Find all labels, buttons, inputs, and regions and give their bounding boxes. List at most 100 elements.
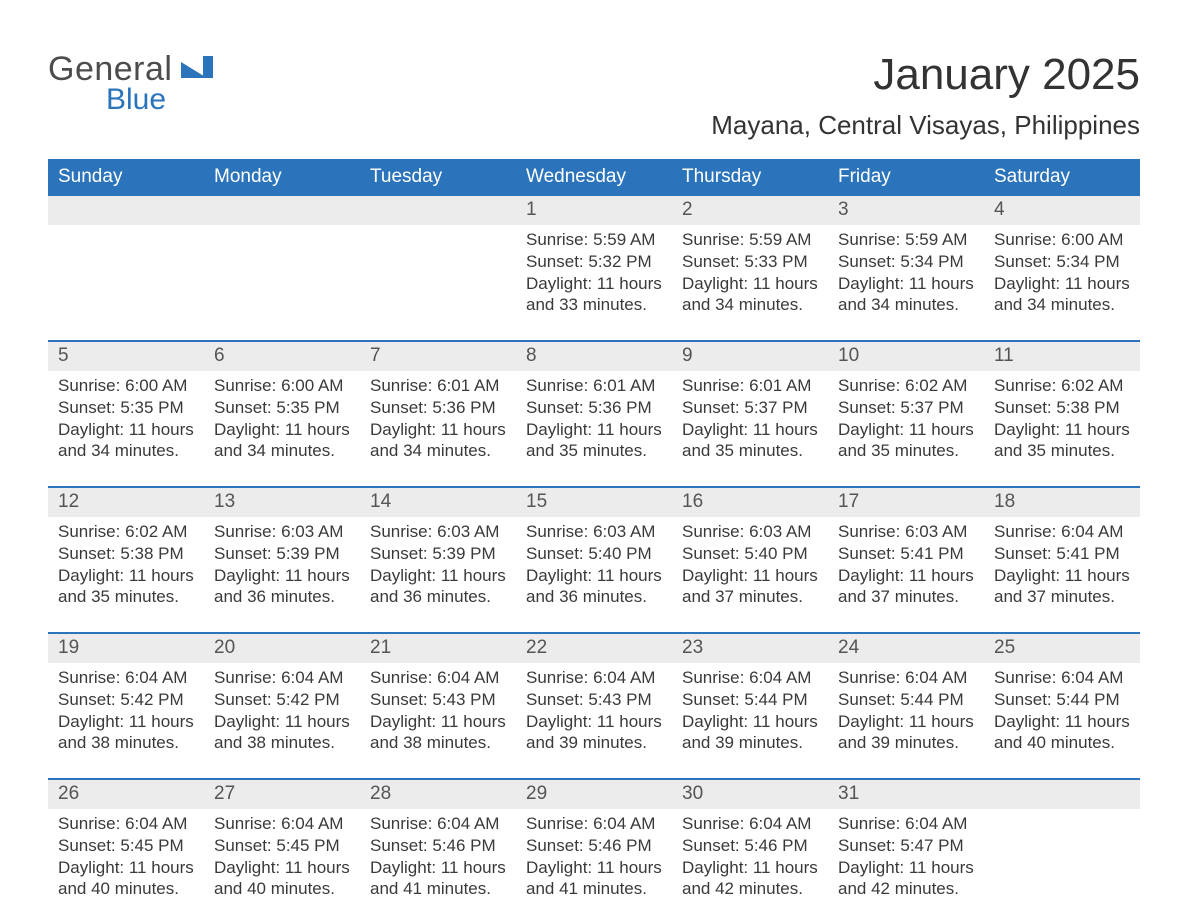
calendar-day-cell: Sunrise: 6:00 AMSunset: 5:34 PMDaylight:… bbox=[984, 225, 1140, 340]
sunrise-line: Sunrise: 6:03 AM bbox=[214, 521, 350, 543]
daylight-line-2: and 40 minutes. bbox=[994, 732, 1130, 754]
daylight-line-1: Daylight: 11 hours bbox=[994, 273, 1130, 295]
daylight-line-1: Daylight: 11 hours bbox=[682, 273, 818, 295]
calendar-table: Sunday Monday Tuesday Wednesday Thursday… bbox=[48, 159, 1140, 924]
sunrise-line: Sunrise: 5:59 AM bbox=[682, 229, 818, 251]
daylight-line-1: Daylight: 11 hours bbox=[370, 857, 506, 879]
daylight-line-2: and 34 minutes. bbox=[370, 440, 506, 462]
sunrise-line: Sunrise: 6:02 AM bbox=[838, 375, 974, 397]
logo-mark-icon bbox=[181, 56, 215, 83]
daylight-line-2: and 37 minutes. bbox=[682, 586, 818, 608]
calendar-day-cell: Sunrise: 6:03 AMSunset: 5:39 PMDaylight:… bbox=[204, 517, 360, 632]
sunset-line: Sunset: 5:37 PM bbox=[682, 397, 818, 419]
daylight-line-1: Daylight: 11 hours bbox=[526, 273, 662, 295]
calendar-day-number: 18 bbox=[984, 488, 1140, 517]
calendar-day-number: 14 bbox=[360, 488, 516, 517]
sunset-line: Sunset: 5:44 PM bbox=[838, 689, 974, 711]
day-header-tuesday: Tuesday bbox=[360, 159, 516, 196]
calendar-day-cell bbox=[204, 225, 360, 340]
calendar-day-cell bbox=[48, 225, 204, 340]
calendar-day-cell: Sunrise: 6:00 AMSunset: 5:35 PMDaylight:… bbox=[204, 371, 360, 486]
daylight-line-2: and 42 minutes. bbox=[838, 878, 974, 900]
calendar-body-row: Sunrise: 6:04 AMSunset: 5:45 PMDaylight:… bbox=[48, 809, 1140, 924]
sunrise-line: Sunrise: 6:03 AM bbox=[526, 521, 662, 543]
daylight-line-1: Daylight: 11 hours bbox=[526, 419, 662, 441]
sunset-line: Sunset: 5:47 PM bbox=[838, 835, 974, 857]
calendar-day-cell: Sunrise: 6:02 AMSunset: 5:38 PMDaylight:… bbox=[984, 371, 1140, 486]
sunset-line: Sunset: 5:38 PM bbox=[58, 543, 194, 565]
daylight-line-2: and 34 minutes. bbox=[682, 294, 818, 316]
sunrise-line: Sunrise: 6:03 AM bbox=[370, 521, 506, 543]
daylight-line-2: and 37 minutes. bbox=[994, 586, 1130, 608]
calendar-week-row: 19202122232425Sunrise: 6:04 AMSunset: 5:… bbox=[48, 632, 1140, 778]
sunrise-line: Sunrise: 6:04 AM bbox=[58, 667, 194, 689]
sunset-line: Sunset: 5:42 PM bbox=[214, 689, 350, 711]
daylight-line-2: and 35 minutes. bbox=[526, 440, 662, 462]
calendar-daynum-row: 19202122232425 bbox=[48, 634, 1140, 663]
calendar-body-row: Sunrise: 6:00 AMSunset: 5:35 PM Daylight:… bbox=[48, 371, 1140, 486]
calendar-day-cell: Sunrise: 6:04 AMSunset: 5:46 PMDaylight:… bbox=[360, 809, 516, 924]
daylight-line-2: and 34 minutes. bbox=[58, 440, 194, 462]
calendar-day-header-row: Sunday Monday Tuesday Wednesday Thursday… bbox=[48, 159, 1140, 196]
daylight-line-1: Daylight: 11 hours bbox=[526, 711, 662, 733]
calendar-day-cell: Sunrise: 6:02 AMSunset: 5:38 PMDaylight:… bbox=[48, 517, 204, 632]
day-header-friday: Friday bbox=[828, 159, 984, 196]
calendar-day-cell: Sunrise: 6:02 AMSunset: 5:37 PMDaylight:… bbox=[828, 371, 984, 486]
calendar-day-cell: Sunrise: 6:04 AMSunset: 5:43 PMDaylight:… bbox=[516, 663, 672, 778]
calendar-day-cell: Sunrise: 6:04 AMSunset: 5:45 PMDaylight:… bbox=[48, 809, 204, 924]
daylight-line-1: Daylight: 11 hours bbox=[838, 565, 974, 587]
daylight-line-1: Daylight: 11 hours bbox=[214, 419, 350, 441]
sunrise-line: Sunrise: 6:04 AM bbox=[58, 813, 194, 835]
day-header-saturday: Saturday bbox=[984, 159, 1140, 196]
sunset-line: Sunset: 5:35 PM bbox=[58, 397, 194, 419]
calendar-day-number: 25 bbox=[984, 634, 1140, 663]
daylight-line-1: Daylight: 11 hours bbox=[838, 419, 974, 441]
daylight-line-1: Daylight: 11 hours bbox=[682, 857, 818, 879]
brand-logo: General Blue bbox=[48, 50, 215, 117]
month-title: January 2025 bbox=[711, 50, 1140, 100]
calendar-day-number: 3 bbox=[828, 196, 984, 225]
daylight-line-1: Daylight: 11 hours bbox=[214, 565, 350, 587]
calendar-day-number: 21 bbox=[360, 634, 516, 663]
calendar-day-cell: Sunrise: 6:01 AMSunset: 5:36 PMDaylight:… bbox=[516, 371, 672, 486]
sunset-line: Sunset: 5:34 PM bbox=[994, 251, 1130, 273]
calendar-day-number: 20 bbox=[204, 634, 360, 663]
sunrise-line: Sunrise: 6:04 AM bbox=[682, 667, 818, 689]
calendar-day-cell: Sunrise: 5:59 AMSunset: 5:33 PMDaylight:… bbox=[672, 225, 828, 340]
calendar-day-number: 24 bbox=[828, 634, 984, 663]
calendar-day-number: 22 bbox=[516, 634, 672, 663]
daylight-line-2: and 34 minutes. bbox=[214, 440, 350, 462]
sunset-line: Sunset: 5:41 PM bbox=[994, 543, 1130, 565]
calendar-day-number: 31 bbox=[828, 780, 984, 809]
daylight-line-2: and 36 minutes. bbox=[214, 586, 350, 608]
daylight-line-1: Daylight: 11 hours bbox=[214, 711, 350, 733]
calendar-day-number: 13 bbox=[204, 488, 360, 517]
calendar-day-number: 28 bbox=[360, 780, 516, 809]
sunset-line: Sunset: 5:46 PM bbox=[526, 835, 662, 857]
daylight-line-2: and 35 minutes. bbox=[994, 440, 1130, 462]
calendar-day-cell: Sunrise: 6:04 AMSunset: 5:44 PMDaylight:… bbox=[672, 663, 828, 778]
sunrise-line: Sunrise: 6:00 AM bbox=[58, 375, 194, 397]
calendar-day-cell: Sunrise: 6:04 AMSunset: 5:46 PMDaylight:… bbox=[516, 809, 672, 924]
sunset-line: Sunset: 5:37 PM bbox=[838, 397, 974, 419]
sunset-line: Sunset: 5:44 PM bbox=[682, 689, 818, 711]
calendar-day-cell: Sunrise: 6:04 AMSunset: 5:42 PMDaylight:… bbox=[48, 663, 204, 778]
calendar-day-number: 26 bbox=[48, 780, 204, 809]
daylight-line-1: Daylight: 11 hours bbox=[994, 565, 1130, 587]
location-title: Mayana, Central Visayas, Philippines bbox=[711, 110, 1140, 141]
sunrise-line: Sunrise: 6:02 AM bbox=[58, 521, 194, 543]
day-header-thursday: Thursday bbox=[672, 159, 828, 196]
daylight-line-1: Daylight: 11 hours bbox=[682, 565, 818, 587]
calendar-day-number: 15 bbox=[516, 488, 672, 517]
sunrise-line: Sunrise: 6:04 AM bbox=[838, 667, 974, 689]
daylight-line-2: and 40 minutes. bbox=[214, 878, 350, 900]
calendar-day-number: 4 bbox=[984, 196, 1140, 225]
calendar-day-number: 17 bbox=[828, 488, 984, 517]
day-header-wednesday: Wednesday bbox=[516, 159, 672, 196]
calendar-day-number: 1 bbox=[516, 196, 672, 225]
calendar-day-cell: Sunrise: 6:03 AMSunset: 5:41 PMDaylight:… bbox=[828, 517, 984, 632]
daylight-line-1: Daylight: 11 hours bbox=[370, 711, 506, 733]
daylight-line-1: Daylight: 11 hours bbox=[838, 857, 974, 879]
daylight-line-1: Daylight: 11 hours bbox=[994, 419, 1130, 441]
daylight-line-2: and 37 minutes. bbox=[838, 586, 974, 608]
